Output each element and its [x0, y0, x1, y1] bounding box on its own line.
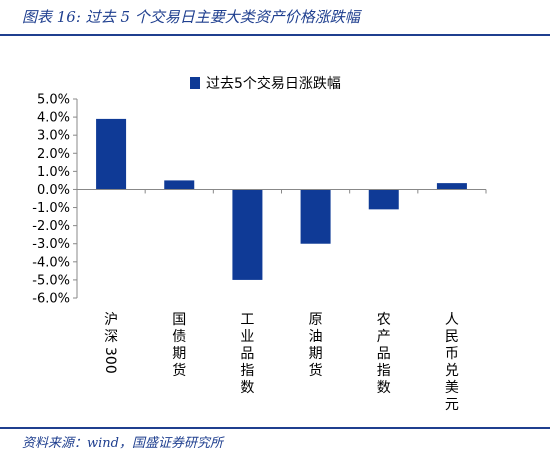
- y-tick-label: 2.0%: [37, 147, 70, 162]
- y-tick-label: -5.0%: [32, 273, 70, 288]
- svg-text:沪: 沪: [104, 312, 118, 328]
- bar: [96, 118, 127, 190]
- figure-title: 图表 16: 过去 5 个交易日主要大类资产价格涨跌幅: [22, 8, 360, 26]
- svg-text:指: 指: [377, 363, 391, 379]
- bar: [232, 189, 263, 280]
- y-tick-label: -3.0%: [32, 237, 70, 252]
- svg-text:工: 工: [240, 312, 254, 328]
- svg-text:货: 货: [309, 362, 323, 379]
- y-tick-label: 1.0%: [37, 165, 70, 180]
- bar: [368, 189, 399, 210]
- svg-text:业: 业: [240, 329, 254, 345]
- svg-text:兑: 兑: [445, 363, 459, 379]
- source-note: 资料来源：wind，国盛证券研究所: [22, 436, 223, 451]
- legend-label: 过去5个交易日涨跌幅: [206, 75, 341, 92]
- svg-text:美: 美: [445, 380, 459, 396]
- y-tick-label: -4.0%: [32, 255, 70, 270]
- y-tick-label: 0.0%: [37, 183, 70, 198]
- svg-text:农: 农: [377, 312, 391, 328]
- source-rule: [0, 427, 550, 429]
- y-tick-label: -6.0%: [32, 292, 70, 307]
- legend: 过去5个交易日涨跌幅: [190, 75, 341, 92]
- svg-text:油: 油: [309, 329, 323, 345]
- svg-text:国: 国: [172, 312, 186, 328]
- svg-text:指: 指: [240, 363, 254, 379]
- y-tick-label: -2.0%: [32, 219, 70, 234]
- bar: [436, 183, 467, 190]
- svg-text:元: 元: [445, 397, 459, 413]
- y-tick-label: 5.0%: [37, 93, 70, 108]
- svg-text:数: 数: [377, 380, 391, 396]
- x-axis: [76, 188, 487, 194]
- category-label: 沪深 300: [102, 312, 118, 374]
- svg-text:深: 深: [104, 329, 118, 345]
- title-rule: [0, 34, 550, 36]
- y-tick-label: 3.0%: [37, 129, 70, 144]
- legend-swatch: [190, 77, 200, 89]
- bars: [96, 118, 467, 280]
- bar: [164, 180, 195, 190]
- y-tick-label: -1.0%: [32, 201, 70, 216]
- svg-text:数: 数: [240, 380, 254, 396]
- svg-text:民: 民: [445, 329, 459, 345]
- svg-text:人: 人: [445, 312, 459, 328]
- svg-text:债: 债: [172, 329, 186, 345]
- svg-text:原: 原: [309, 312, 323, 328]
- bar: [300, 189, 331, 244]
- y-axis: 5.0% 4.0% 3.0% 2.0% 1.0% 0.0% -1.0% -2.0% -3.0% -…: [32, 93, 78, 307]
- svg-text:品: 品: [377, 346, 391, 362]
- svg-text:300: 300: [102, 347, 118, 374]
- y-tick-label: 4.0%: [37, 111, 70, 126]
- svg-text:货: 货: [172, 362, 186, 379]
- svg-text:品: 品: [240, 346, 254, 362]
- svg-text:期: 期: [309, 346, 323, 362]
- svg-text:产: 产: [377, 329, 391, 345]
- svg-text:期: 期: [172, 346, 186, 362]
- svg-text:币: 币: [445, 346, 459, 362]
